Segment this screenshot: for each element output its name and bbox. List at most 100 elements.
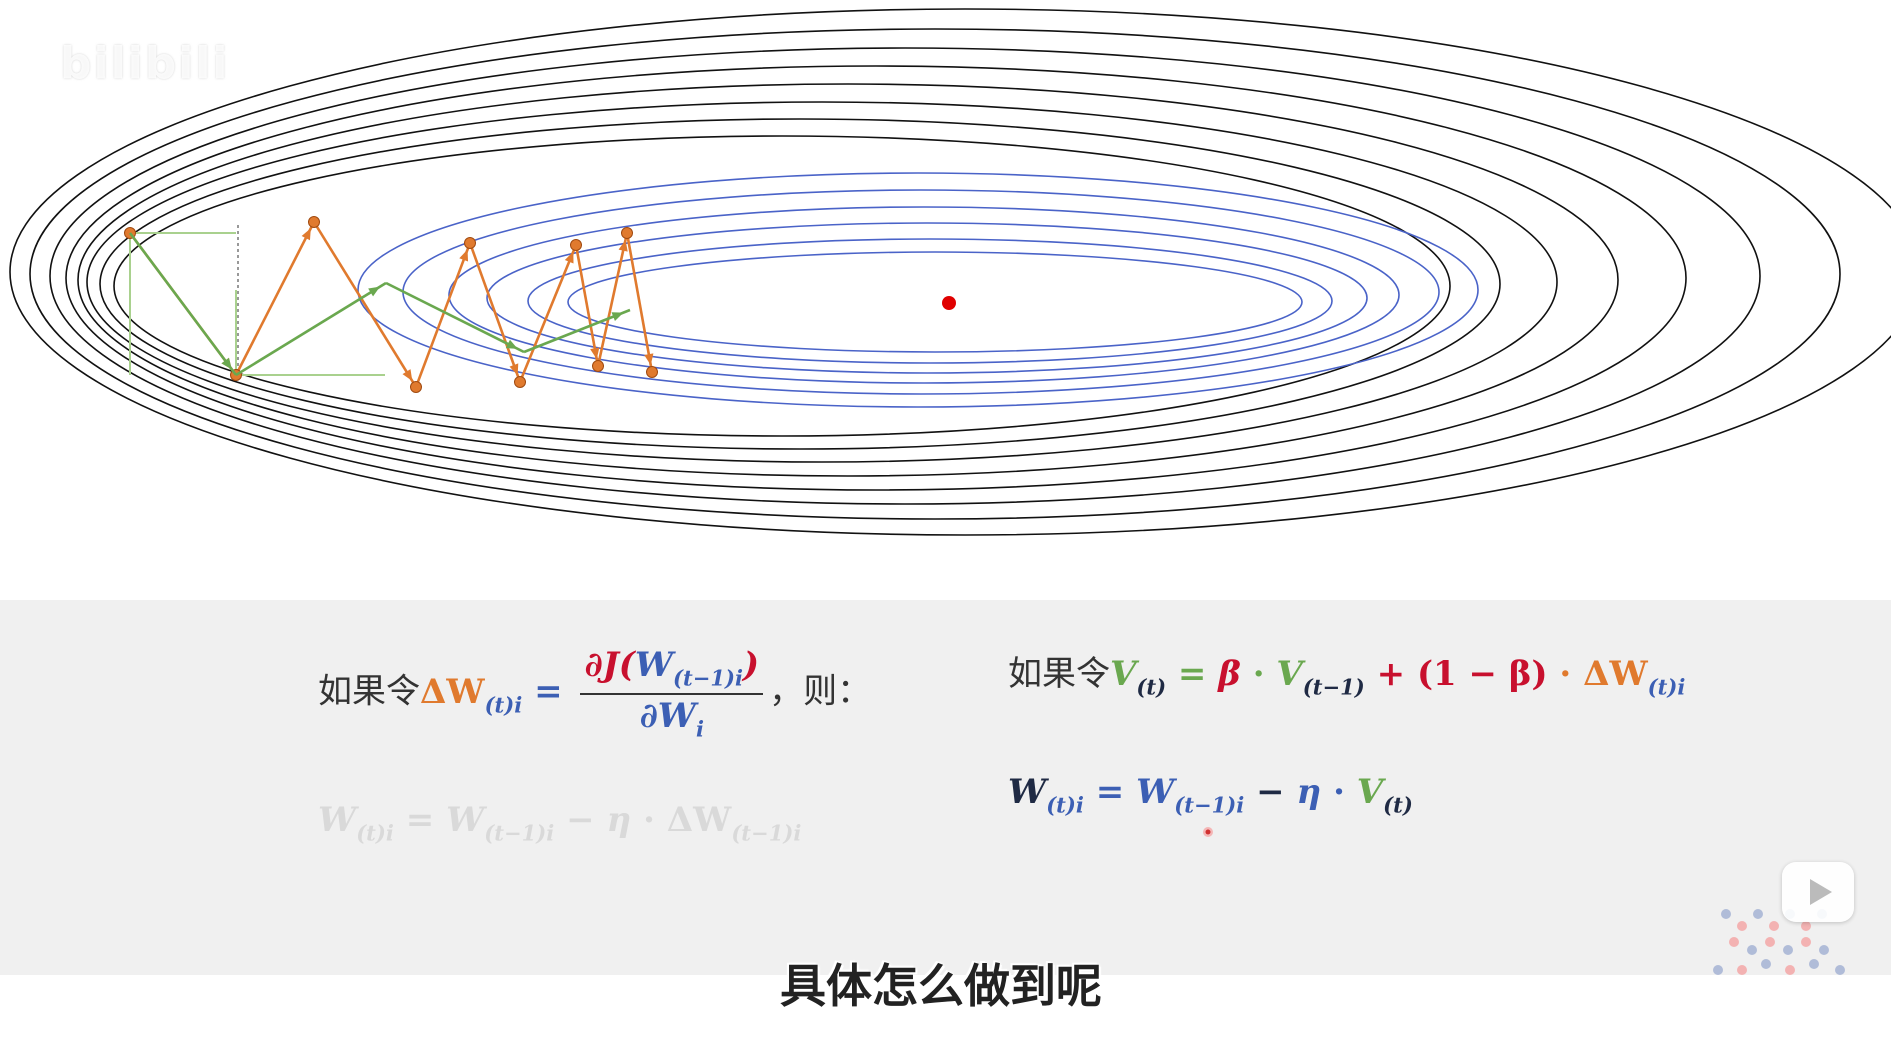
arrow-head bbox=[301, 228, 311, 241]
sgd-path bbox=[124, 216, 658, 393]
logo-dot bbox=[1783, 945, 1793, 955]
velocity-term: V(t) bbox=[1356, 772, 1413, 818]
logo-dot bbox=[1753, 909, 1763, 919]
path-segment bbox=[518, 244, 578, 383]
minus-sign: − bbox=[1256, 772, 1285, 812]
fraction-numerator: ∂J(W(t−1)i) bbox=[580, 648, 764, 695]
contour-ellipse bbox=[486, 222, 1368, 374]
contour-ellipse bbox=[9, 8, 1891, 536]
path-segment bbox=[468, 242, 522, 383]
if-label-2: 如果令 bbox=[1008, 654, 1110, 694]
path-point bbox=[570, 239, 582, 251]
watermark: bilibili bbox=[60, 38, 230, 89]
path-segment bbox=[414, 242, 472, 388]
arrow-head bbox=[509, 363, 519, 376]
minimum-point bbox=[942, 296, 956, 310]
path-segment bbox=[312, 221, 418, 388]
gradient-definition: 如果令ΔW(t)i = ∂J(W(t−1)i) ∂Wi ，则： bbox=[318, 648, 871, 739]
play-button[interactable] bbox=[1782, 862, 1854, 922]
logo-dot bbox=[1819, 945, 1829, 955]
path-point bbox=[308, 216, 320, 228]
path-segment bbox=[234, 221, 316, 376]
then-label: ，则： bbox=[769, 671, 872, 712]
equals-faded: = bbox=[405, 800, 435, 840]
path-point bbox=[621, 227, 633, 239]
dot-2: · bbox=[1559, 654, 1572, 694]
loss-contours bbox=[9, 8, 1891, 536]
green-component-guides bbox=[129, 225, 385, 376]
weight-update-momentum: W(t)i = W(t−1)i − η · V(t) bbox=[1008, 772, 1413, 817]
contour-ellipse bbox=[527, 238, 1333, 364]
contour-ellipse bbox=[357, 172, 1479, 408]
logo-dot bbox=[1835, 965, 1845, 975]
subtitle: 具体怎么做到呢 bbox=[780, 959, 1102, 1013]
if-label: 如果令 bbox=[318, 671, 420, 712]
beta: β bbox=[1218, 654, 1241, 694]
w-t-faded: W(t)i bbox=[318, 800, 394, 846]
logo-dot bbox=[1761, 959, 1771, 969]
path-segment bbox=[596, 232, 629, 367]
contour-ellipse bbox=[49, 47, 1761, 505]
dot-1: · bbox=[1252, 654, 1265, 694]
logo-dot bbox=[1721, 909, 1731, 919]
delta-w: ΔW(t)i bbox=[420, 671, 523, 718]
logo-dot bbox=[1747, 945, 1757, 955]
dot-3: · bbox=[1333, 772, 1345, 812]
eta: η bbox=[1296, 772, 1322, 812]
velocity-definition: 如果令V(t) = β · V(t−1) + (1 − β) · ΔW(t)i bbox=[1008, 646, 1685, 699]
path-segment bbox=[574, 244, 600, 367]
plus-sign: + bbox=[1376, 654, 1406, 694]
prev-velocity: V(t−1) bbox=[1276, 654, 1365, 700]
momentum-path bbox=[128, 232, 631, 377]
arrow-head bbox=[368, 286, 381, 297]
delta-w-2: ΔW(t)i bbox=[1583, 654, 1686, 700]
gradient-fraction: ∂J(W(t−1)i) ∂Wi bbox=[580, 648, 764, 742]
contour-ellipse bbox=[77, 83, 1619, 477]
contour-ellipse bbox=[29, 28, 1841, 520]
path-point bbox=[646, 366, 658, 378]
logo-dot bbox=[1729, 937, 1739, 947]
dot-faded: · bbox=[643, 800, 655, 840]
formula-panel bbox=[0, 600, 1891, 975]
contour-ellipse bbox=[113, 135, 1451, 437]
weight-update-sgd-faded: W(t)i = W(t−1)i − η · ΔW(t−1)i bbox=[318, 800, 801, 845]
path-point bbox=[464, 237, 476, 249]
one-minus-beta: (1 − β) bbox=[1416, 654, 1548, 694]
arrow-head bbox=[402, 369, 413, 382]
logo-dot bbox=[1737, 921, 1747, 931]
w-prev-faded: W(t−1)i bbox=[446, 800, 555, 846]
logo-dot bbox=[1737, 965, 1747, 975]
arrow-head bbox=[618, 239, 628, 252]
delta-w-faded: ΔW(t−1)i bbox=[666, 800, 802, 846]
equals-sign: = bbox=[534, 671, 563, 712]
cursor-dot bbox=[1203, 827, 1213, 837]
eta-faded: η bbox=[606, 800, 632, 840]
w-prev: W(t−1)i bbox=[1136, 772, 1245, 818]
equals-sign-3: = bbox=[1095, 772, 1125, 812]
contour-diagram bbox=[9, 8, 1891, 536]
logo-dot bbox=[1713, 965, 1723, 975]
velocity-v: V(t) bbox=[1110, 654, 1167, 700]
minus-faded: − bbox=[566, 800, 595, 840]
path-segment bbox=[523, 308, 631, 354]
contour-ellipse bbox=[567, 251, 1303, 353]
logo-dot bbox=[1769, 921, 1779, 931]
arrow-head bbox=[644, 353, 654, 366]
arrow-head bbox=[590, 347, 600, 360]
arrow-head bbox=[611, 312, 624, 321]
arrow-head bbox=[564, 251, 574, 264]
logo-dot bbox=[1785, 965, 1795, 975]
w-t: W(t)i bbox=[1008, 772, 1084, 818]
path-segment bbox=[235, 281, 387, 377]
arrow-head bbox=[459, 249, 469, 262]
path-point bbox=[410, 381, 422, 393]
logo-dot bbox=[1801, 937, 1811, 947]
path-segment bbox=[385, 281, 525, 354]
fraction-denominator: ∂Wi bbox=[639, 695, 704, 742]
logo-dots-icon bbox=[1713, 909, 1845, 975]
contour-ellipse bbox=[65, 65, 1687, 491]
logo-dot bbox=[1801, 921, 1811, 931]
arrow-head bbox=[505, 339, 518, 349]
contour-ellipse bbox=[86, 101, 1558, 463]
play-icon bbox=[1810, 879, 1832, 905]
